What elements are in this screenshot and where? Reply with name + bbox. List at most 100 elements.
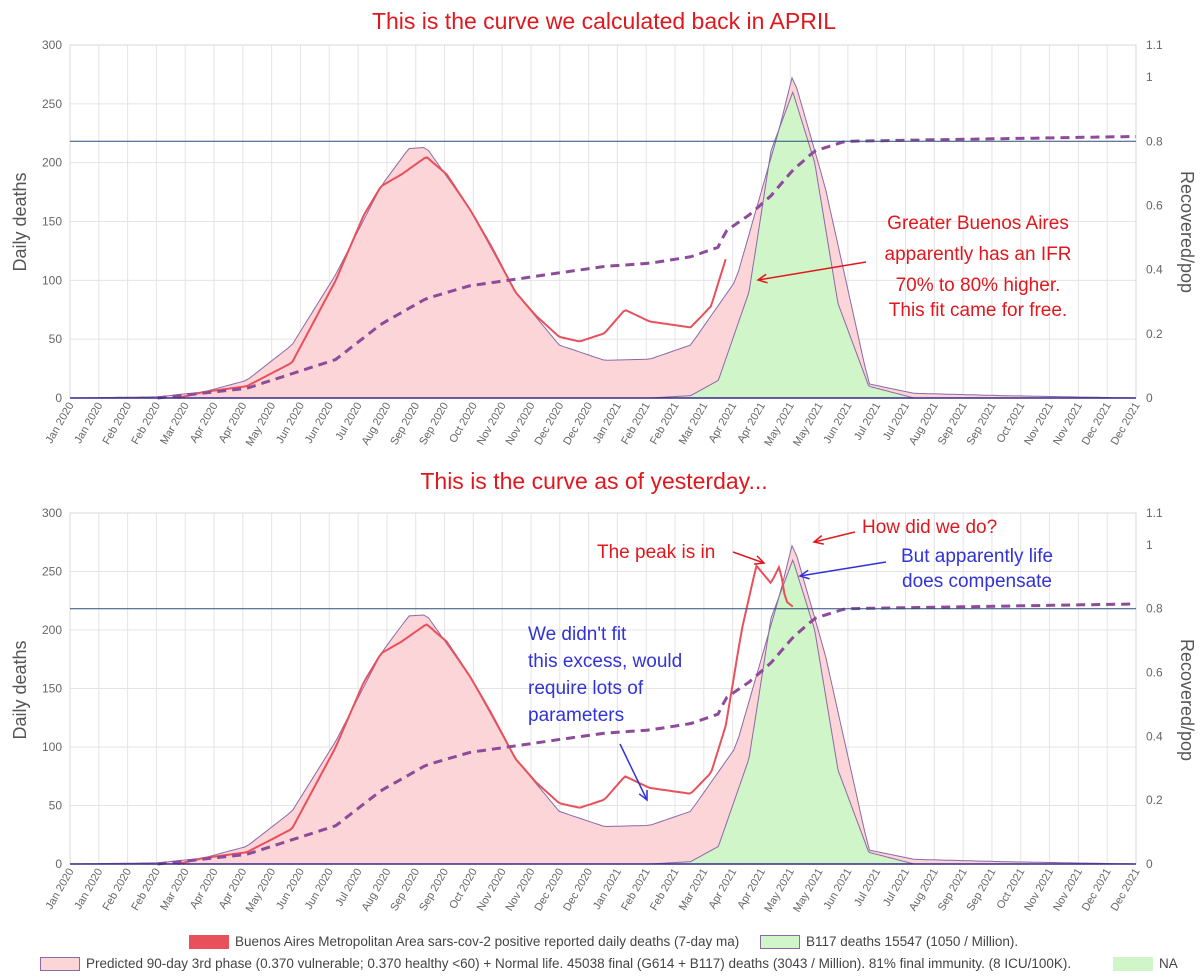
x-tick-label: Jan 2021: [591, 401, 624, 446]
x-tick-label: Oct 2021: [995, 867, 1028, 912]
x-tick-label: Jun 2021: [821, 867, 854, 912]
predicted-outline: [69, 76, 1137, 399]
x-tick-label: May 2020: [244, 401, 279, 449]
x-tick-label: Dec 2021: [1109, 867, 1143, 914]
x-tick-label: May 2021: [791, 401, 826, 449]
x-tick-label: Apr 2021: [707, 867, 740, 912]
x-tick-label: May 2020: [244, 867, 279, 915]
y-right-tick-label: 0.6: [1146, 666, 1163, 680]
b117-area: [649, 90, 915, 399]
y-right-tick-label: 1: [1146, 70, 1153, 84]
y-right-tick-label: 1.1: [1146, 38, 1163, 52]
y-tick-label: 300: [42, 38, 62, 52]
x-tick-label: Jun 2020: [274, 867, 307, 912]
annotation-arrow: [757, 261, 867, 281]
y-tick-label: 150: [42, 215, 62, 229]
x-tick-label: Jan 2020: [72, 867, 105, 912]
x-tick-label: May 2021: [791, 867, 826, 915]
y-tick-label: 250: [42, 97, 62, 111]
x-tick-label: Jul 2021: [881, 867, 912, 909]
y-right-tick-label: 0: [1146, 857, 1153, 871]
annotation-text: does compensate: [902, 571, 1052, 592]
y-tick-label: 300: [42, 506, 62, 520]
x-tick-label: Jun 2020: [303, 867, 336, 912]
y-right-tick-label: 0: [1146, 391, 1153, 405]
x-tick-label: Mar 2020: [158, 867, 192, 913]
y-tick-label: 250: [42, 565, 62, 579]
x-tick-label: Apr 2020: [217, 867, 250, 912]
annotation-text: We didn't fit: [528, 624, 627, 645]
annotation-text: this excess, would: [528, 651, 682, 672]
x-tick-label: Mar 2021: [677, 401, 711, 447]
y-right-tick-label: 1: [1146, 538, 1153, 552]
x-tick-label: Apr 2021: [735, 401, 768, 446]
annotation-text: The peak is in: [597, 542, 715, 563]
x-tick-label: Jul 2020: [334, 401, 365, 443]
annotation-text: apparently has an IFR: [885, 244, 1072, 265]
legend-swatch-na: [1113, 957, 1153, 972]
y-right-tick-label: 0.2: [1146, 327, 1163, 341]
y-tick-label: 200: [42, 156, 62, 170]
x-tick-label: Jan 2020: [44, 867, 77, 912]
x-tick-label: Sep 2021: [965, 867, 999, 914]
predicted-area: [70, 77, 1136, 399]
x-tick-label: Apr 2021: [735, 867, 768, 912]
x-tick-label: Oct 2020: [447, 867, 480, 912]
observed-deaths-line: [177, 156, 727, 399]
x-tick-label: Oct 2020: [447, 400, 480, 445]
x-tick-label: Jan 2020: [44, 401, 77, 446]
legend-predicted: Predicted 90-day 3rd phase (0.370 vulner…: [40, 956, 1072, 972]
annotation-text: But apparently life: [901, 546, 1053, 567]
legend-swatch-predicted: [40, 957, 80, 972]
x-tick-label: Jun 2021: [821, 401, 854, 446]
observed-deaths-line: [177, 563, 794, 865]
legend-na: NA: [1113, 956, 1178, 972]
y-tick-label: 0: [55, 391, 62, 405]
x-tick-label: Jul 2021: [852, 867, 883, 909]
x-tick-label: Jun 2020: [303, 401, 336, 446]
annotation-text: Greater Buenos Aires: [887, 213, 1069, 234]
annotation-text: This fit came for free.: [889, 300, 1067, 321]
y-tick-label: 50: [49, 332, 63, 346]
y-tick-label: 100: [42, 273, 62, 287]
x-tick-label: Jul 2021: [881, 401, 912, 443]
annotation-arrow: [799, 561, 887, 577]
x-tick-label: Apr 2021: [707, 401, 740, 446]
annotation-arrow: [813, 531, 856, 543]
y-right-axis-title: Recovered/pop: [1177, 171, 1197, 293]
annotation-arrow: [732, 551, 765, 564]
chart-panel-april: This is the curve we calculated back in …: [10, 8, 1197, 448]
predicted-outline: [69, 544, 1137, 865]
legend-b117: B117 deaths 15547 (1050 / Million).: [760, 934, 1019, 950]
legend-swatch-b117: [760, 935, 800, 950]
legend-label-na: NA: [1159, 956, 1178, 971]
recovered-pop-line: [157, 135, 1136, 400]
legend-label-b117: B117 deaths 15547 (1050 / Million).: [806, 934, 1019, 949]
y-right-tick-label: 0.2: [1146, 793, 1163, 807]
y-tick-label: 0: [55, 857, 62, 871]
x-tick-label: Sep 2021: [965, 401, 999, 448]
x-tick-label: Jun 2020: [274, 401, 307, 446]
y-tick-label: 200: [42, 623, 62, 637]
x-tick-label: Apr 2020: [188, 867, 221, 912]
annotation-text: How did we do?: [862, 517, 997, 538]
y-right-tick-label: 0.4: [1146, 263, 1163, 277]
y-right-tick-label: 1.1: [1146, 506, 1163, 520]
y-axis-title: Daily deaths: [10, 640, 30, 739]
y-tick-label: 100: [42, 740, 62, 754]
x-tick-label: Jan 2020: [72, 401, 105, 446]
annotation-arrow: [619, 743, 648, 801]
chart-title-april: This is the curve we calculated back in …: [372, 8, 836, 34]
predicted-area: [70, 545, 1136, 864]
x-tick-label: Apr 2020: [217, 401, 250, 446]
y-axis-title: Daily deaths: [10, 172, 30, 271]
annotation-arrowhead: [638, 789, 648, 802]
y-right-tick-label: 0.4: [1146, 729, 1163, 743]
annotation-arrowhead: [756, 273, 768, 284]
annotation-arrowhead: [753, 555, 766, 565]
legend-label-predicted: Predicted 90-day 3rd phase (0.370 vulner…: [86, 956, 1072, 971]
x-tick-label: Dec 2021: [1109, 401, 1143, 448]
x-tick-label: Jan 2021: [591, 867, 624, 912]
x-tick-label: Mar 2021: [677, 867, 711, 913]
